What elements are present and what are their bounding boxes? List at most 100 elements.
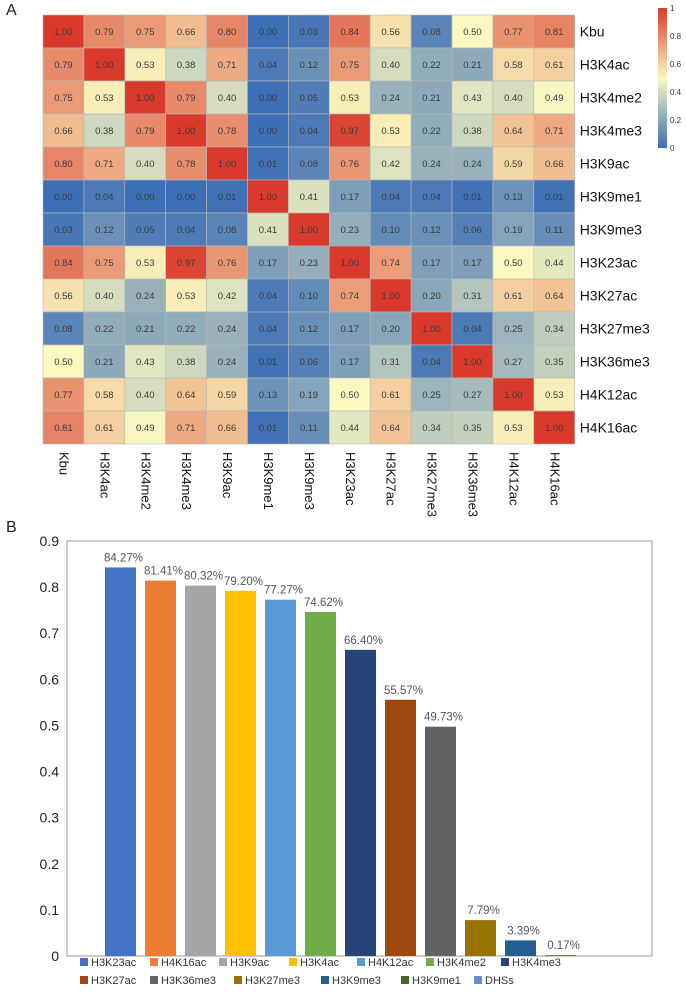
heatmap-cell: [165, 311, 207, 346]
bar-data-label: 77.27%: [264, 585, 303, 597]
y-tick-label: 0.9: [40, 533, 60, 549]
heatmap-cell-value: 0.75: [54, 93, 73, 104]
heatmap-cell: [42, 146, 85, 181]
legend-label: H3K4me2: [437, 957, 486, 969]
legend-swatch: [426, 958, 434, 966]
heatmap-cell-value: 0.06: [463, 225, 482, 236]
heatmap-cell: [165, 278, 207, 313]
heatmap-cell: [492, 344, 535, 379]
bar-data-label: 49.73%: [424, 712, 463, 724]
heatmap-cell: [83, 80, 126, 115]
heatmap-cell-value: 0.76: [218, 258, 237, 269]
y-tick-label: 0.3: [40, 810, 60, 826]
heatmap-cell: [165, 179, 207, 214]
heatmap-cell-value: 0.19: [504, 225, 523, 236]
heatmap-cell: [369, 344, 412, 379]
legend-label: H3K36me3: [161, 975, 216, 987]
heatmap-row-label: Kbu: [580, 24, 605, 40]
heatmap-cell: [369, 212, 412, 247]
heatmap-cell-value: 0.00: [177, 192, 196, 203]
heatmap-cell-value: 0.61: [95, 423, 114, 434]
heatmap-cell-value: 0.12: [95, 225, 114, 236]
heatmap-cell-value: 1.00: [341, 258, 360, 269]
heatmap-cell-value: 0.66: [177, 27, 196, 38]
heatmap-cell: [206, 212, 248, 247]
heatmap-cell-value: 0.05: [300, 93, 319, 104]
colorbar-tick-label: 0.6: [670, 60, 682, 69]
heatmap-row-label: H3K23ac: [580, 255, 638, 271]
heatmap-cell: [206, 344, 248, 379]
heatmap-col-label: H3K27me3: [425, 452, 440, 517]
heatmap-cell-value: 0.40: [95, 291, 114, 302]
heatmap-cell: [124, 212, 167, 247]
heatmap-cell: [328, 113, 371, 148]
heatmap-cell-value: 0.00: [54, 192, 73, 203]
heatmap-cell-value: 0.53: [177, 291, 196, 302]
heatmap-cell: [247, 377, 289, 412]
heatmap-cell: [124, 179, 167, 214]
legend-label: H4K12ac: [368, 957, 414, 969]
bar-data-label: 84.27%: [104, 552, 143, 564]
heatmap-cell-value: 0.04: [381, 192, 400, 203]
heatmap-cell-value: 0.21: [136, 324, 155, 335]
heatmap-cell-value: 0.13: [259, 390, 278, 401]
heatmap-cell: [410, 14, 453, 49]
heatmap-cell-value: 0.35: [545, 357, 564, 368]
heatmap-cell: [247, 410, 289, 445]
heatmap-cell-value: 0.01: [259, 423, 278, 434]
heatmap-cell: [288, 311, 330, 346]
heatmap-cell: [288, 410, 330, 445]
heatmap-cell-value: 0.49: [136, 423, 155, 434]
heatmap-cell: [328, 245, 371, 280]
heatmap-cell-value: 0.58: [95, 390, 114, 401]
legend-label: H3K27me3: [245, 975, 300, 987]
y-tick-label: 0: [51, 948, 59, 964]
heatmap-cell-value: 0.21: [463, 60, 482, 71]
heatmap-cell: [328, 47, 371, 82]
heatmap-cell-value: 0.17: [341, 192, 360, 203]
colorbar-tick-label: 0.8: [670, 32, 682, 41]
heatmap-cell: [451, 212, 494, 247]
heatmap-cell: [533, 113, 575, 148]
heatmap-cell: [288, 113, 330, 148]
heatmap-cell: [533, 179, 575, 214]
heatmap-cell-value: 0.38: [463, 126, 482, 137]
heatmap-cell-value: 0.11: [545, 225, 563, 236]
heatmap-cell: [369, 179, 412, 214]
heatmap-cell: [124, 377, 167, 412]
heatmap-col-label: H3K4me3: [179, 452, 194, 510]
heatmap-cell-value: 1.00: [136, 93, 155, 104]
heatmap-cell: [451, 278, 494, 313]
heatmap-cell-value: 0.01: [545, 192, 564, 203]
heatmap-cell: [328, 410, 371, 445]
legend-swatch: [289, 958, 297, 966]
heatmap-cell-value: 0.22: [422, 60, 441, 71]
heatmap-cell: [451, 113, 494, 148]
heatmap-cell-value: 0.27: [504, 357, 523, 368]
heatmap-cell-value: 0.80: [54, 159, 73, 170]
legend-swatch: [150, 958, 158, 966]
heatmap-cell-value: 0.75: [341, 60, 360, 71]
heatmap-cell: [492, 146, 535, 181]
heatmap-cell-value: 1.00: [218, 159, 237, 170]
heatmap-cell-value: 0.40: [381, 60, 400, 71]
heatmap-cell-value: 0.64: [504, 126, 523, 137]
heatmap-cell-value: 0.04: [95, 192, 114, 203]
heatmap-cell-value: 0.01: [218, 192, 237, 203]
colorbar-tick-label: 1: [670, 4, 675, 13]
heatmap-cell: [42, 14, 85, 49]
heatmap-col-label: H3K9me3: [302, 452, 317, 510]
bar-h3k4ac: [225, 590, 256, 956]
heatmap-cell-value: 1.00: [463, 357, 482, 368]
heatmap-cell-value: 0.22: [177, 324, 196, 335]
heatmap-cell: [42, 212, 85, 247]
heatmap-cell-value: 0.08: [218, 225, 237, 236]
heatmap-cell: [369, 113, 412, 148]
heatmap-cell: [288, 47, 330, 82]
heatmap-row-label: H3K4ac: [580, 57, 630, 73]
heatmap-cell-value: 0.75: [95, 258, 114, 269]
bar-h3k4me2: [305, 611, 336, 956]
heatmap-cell: [410, 311, 453, 346]
heatmap-cell-value: 1.00: [300, 225, 319, 236]
heatmap-cell-value: 0.00: [136, 192, 155, 203]
